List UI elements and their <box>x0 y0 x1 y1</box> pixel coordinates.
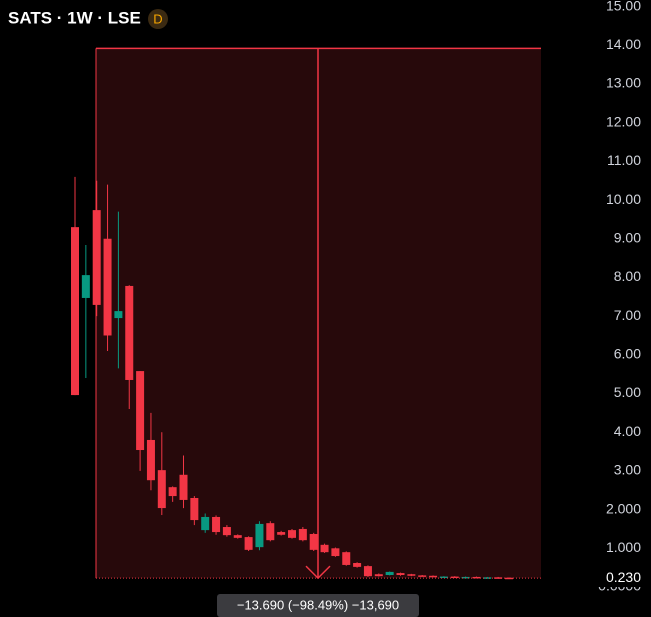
badge: D <box>153 11 162 26</box>
candle-body <box>244 537 253 550</box>
candle-body <box>483 577 492 579</box>
y-tick-label: 3.00 <box>614 462 641 478</box>
candle-body <box>277 532 286 535</box>
chart-title: SATS · 1W · LSE <box>8 8 141 27</box>
y-tick-label: 8.00 <box>614 268 641 284</box>
candle-body <box>157 470 166 509</box>
y-tick-label: 14.00 <box>606 36 641 52</box>
candle-body <box>353 563 362 567</box>
candle-body <box>179 474 188 500</box>
candle-body <box>418 575 427 577</box>
candle-body <box>450 576 459 579</box>
candle-body <box>103 238 112 336</box>
candle-body <box>168 487 177 497</box>
last-price-label: 0.230 <box>606 569 641 585</box>
candle-body <box>407 574 416 576</box>
candle-body <box>81 275 90 298</box>
candle-body <box>342 552 351 565</box>
badge-bg <box>148 9 168 29</box>
y-tick-label: 7.00 <box>614 307 641 323</box>
y-tick-label: 1.000 <box>606 539 641 555</box>
y-tick-label: 13.00 <box>606 75 641 91</box>
candle-body <box>255 523 264 548</box>
candle-body <box>374 574 383 577</box>
y-tick-label: 2.000 <box>606 500 641 516</box>
candle-body <box>298 528 307 541</box>
y-tick-label: 9.00 <box>614 229 641 245</box>
candle-body <box>212 516 221 533</box>
y-tick-label: 10.00 <box>606 191 641 207</box>
y-tick-label: 6.00 <box>614 346 641 362</box>
candle-body <box>385 571 394 576</box>
candle-body <box>472 576 481 579</box>
candle-body <box>92 210 101 305</box>
candle-body <box>125 285 134 380</box>
candle-body <box>114 311 123 319</box>
candle-body <box>233 535 242 538</box>
candle-body <box>201 516 210 531</box>
candle-body <box>190 498 199 521</box>
candle-body <box>505 577 513 580</box>
y-tick-label: 11.00 <box>607 152 641 168</box>
candle-body <box>429 575 438 578</box>
y-tick-label: 5.00 <box>614 384 641 400</box>
candle-body <box>222 527 231 536</box>
candle-body <box>331 548 340 557</box>
candle-body <box>71 227 79 396</box>
y-tick-label: 4.00 <box>614 423 641 439</box>
candle-body <box>396 573 405 576</box>
last-price-bg <box>598 569 648 588</box>
measure-label-bg <box>217 594 419 617</box>
candle-body <box>266 523 275 541</box>
y-tick-label: 12.00 <box>606 113 641 129</box>
candle-body <box>288 530 296 538</box>
candle-body <box>309 533 318 550</box>
candle-body <box>363 566 372 577</box>
candle-body <box>146 439 155 481</box>
measure-label: −13.690 (−98.49%) −13,690 <box>237 597 399 612</box>
candle-body <box>439 576 448 579</box>
candle-body <box>320 544 329 553</box>
candle-body <box>136 371 145 451</box>
y-tick-label: 15.00 <box>606 0 641 13</box>
